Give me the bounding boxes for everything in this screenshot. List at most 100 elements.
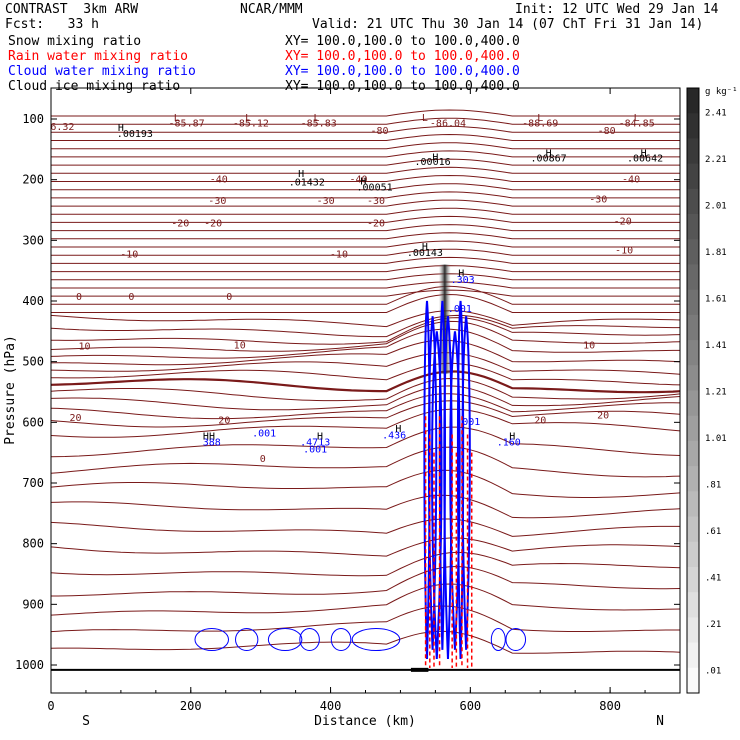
contour-label: .160 [497, 437, 521, 448]
y-tick-label: 200 [22, 173, 44, 187]
temperature-contour [51, 446, 680, 478]
colorbar-swatch [687, 491, 699, 518]
contour-label: 10 [234, 340, 246, 351]
contour-label: .303 [451, 275, 475, 286]
colorbar-swatch [687, 289, 699, 316]
temperature-contour [51, 426, 680, 458]
center-label: NCAR/MMM [240, 2, 303, 17]
contour-label: -80 [598, 126, 616, 137]
temperature-contour [51, 117, 680, 125]
extremum-label: H [458, 269, 464, 280]
legend-cloud-ice-xy: XY= 100.0,100.0 to 100.0,400.0 [285, 79, 520, 94]
extremum-label: H [641, 149, 647, 160]
colorbar-swatch [687, 642, 699, 669]
cloud-water-contour [194, 628, 230, 652]
colorbar-swatch [687, 415, 699, 442]
colorbar-label: 2.21 [705, 155, 727, 165]
temperature-contour [51, 630, 680, 654]
contour-label: 0 [260, 454, 266, 465]
colorbar-label: .81 [705, 481, 721, 491]
ground-terrain [410, 667, 429, 672]
temperature-contour [51, 158, 680, 166]
extremum-label: L [422, 113, 428, 124]
x-tick-label: 800 [599, 699, 621, 713]
contour-label: 20 [69, 413, 81, 424]
colorbar-swatch [687, 440, 699, 467]
colorbar-swatch [687, 365, 699, 391]
temperature-contour [51, 281, 680, 289]
extremum-label: H [509, 431, 515, 442]
colorbar-swatch [687, 138, 699, 165]
colorbar-swatch [687, 163, 699, 190]
contour-label: -30 [208, 196, 226, 207]
colorbar-label: 1.01 [705, 434, 727, 444]
colorbar-swatch [687, 214, 699, 240]
extremum-label: H [422, 242, 428, 253]
contour-label: .00143 [407, 248, 443, 259]
temperature-contour [51, 125, 680, 133]
colorbar-swatch [687, 340, 699, 366]
colorbar-swatch [687, 88, 699, 114]
colorbar-swatch [687, 617, 699, 644]
temperature-contour [51, 537, 680, 557]
y-tick-label: 400 [22, 294, 44, 308]
contour-label: -85.87 [169, 118, 205, 129]
temperature-contour [51, 408, 680, 438]
colorbar-label: .41 [705, 574, 721, 584]
contour-label: .01432 [289, 178, 325, 189]
colorbar-swatch [687, 239, 699, 265]
contour-label: -20 [171, 218, 189, 229]
contour-label: -86.04 [430, 118, 466, 129]
contour-label: -85.12 [233, 118, 269, 129]
temperature-contour [51, 248, 680, 256]
contour-label: .00193 [117, 129, 153, 140]
x-tick-label: 600 [459, 699, 481, 713]
colorbar-swatch [687, 541, 699, 568]
colorbar-swatch [687, 667, 699, 694]
extremum-label: L [245, 113, 251, 124]
y-tick-label: 600 [22, 415, 44, 429]
colorbar-swatch [687, 516, 699, 543]
temperature-contour [51, 207, 680, 215]
right-endpoint-label: N [656, 714, 664, 729]
temperature-contour [51, 400, 680, 428]
temperature-contour [51, 232, 680, 240]
contour-label: .00642 [627, 153, 663, 164]
temperature-contour [51, 265, 680, 273]
colorbar-label: .61 [705, 527, 721, 537]
colorbar-swatch [687, 264, 699, 291]
contour-label: 10 [79, 342, 91, 353]
extremum-label: L [314, 113, 320, 124]
legend-cloud-ice-name: Cloud ice mixing ratio [8, 79, 181, 94]
y-axis-label: Pressure (hPa) [3, 335, 18, 445]
temperature-contour [51, 199, 680, 207]
temperature-contour [51, 339, 680, 366]
snow-column [438, 264, 451, 374]
temperature-contour [51, 605, 680, 633]
contour-label: -30 [317, 196, 335, 207]
y-tick-label: 1000 [15, 658, 44, 672]
model-label: CONTRAST 3km ARW [5, 2, 139, 17]
contour-label: 0 [226, 292, 232, 303]
temperature-contour [51, 166, 680, 174]
cloud-water-contour [267, 628, 303, 652]
temperature-contour [51, 314, 680, 338]
colorbar-label: 1.81 [705, 248, 727, 258]
cloud-water-contour [351, 628, 401, 652]
colorbar-swatch [687, 314, 699, 341]
temperature-contour [51, 377, 680, 402]
colorbar-label: 1.61 [705, 294, 727, 304]
temperature-contour [51, 370, 680, 394]
colorbar-swatch [687, 566, 699, 593]
temperature-contour [51, 565, 680, 597]
temperature-contour [51, 191, 680, 199]
temperature-contour [51, 494, 680, 519]
temperature-contour [51, 352, 680, 375]
init-label: Init: 12 UTC Wed 29 Jan 14 [515, 2, 719, 17]
contour-label: -88.69 [522, 118, 558, 129]
contour-label: -80 [370, 126, 388, 137]
temperature-contour [51, 289, 680, 297]
contour-label: 388 [203, 437, 221, 448]
temperature-contour [51, 174, 680, 182]
